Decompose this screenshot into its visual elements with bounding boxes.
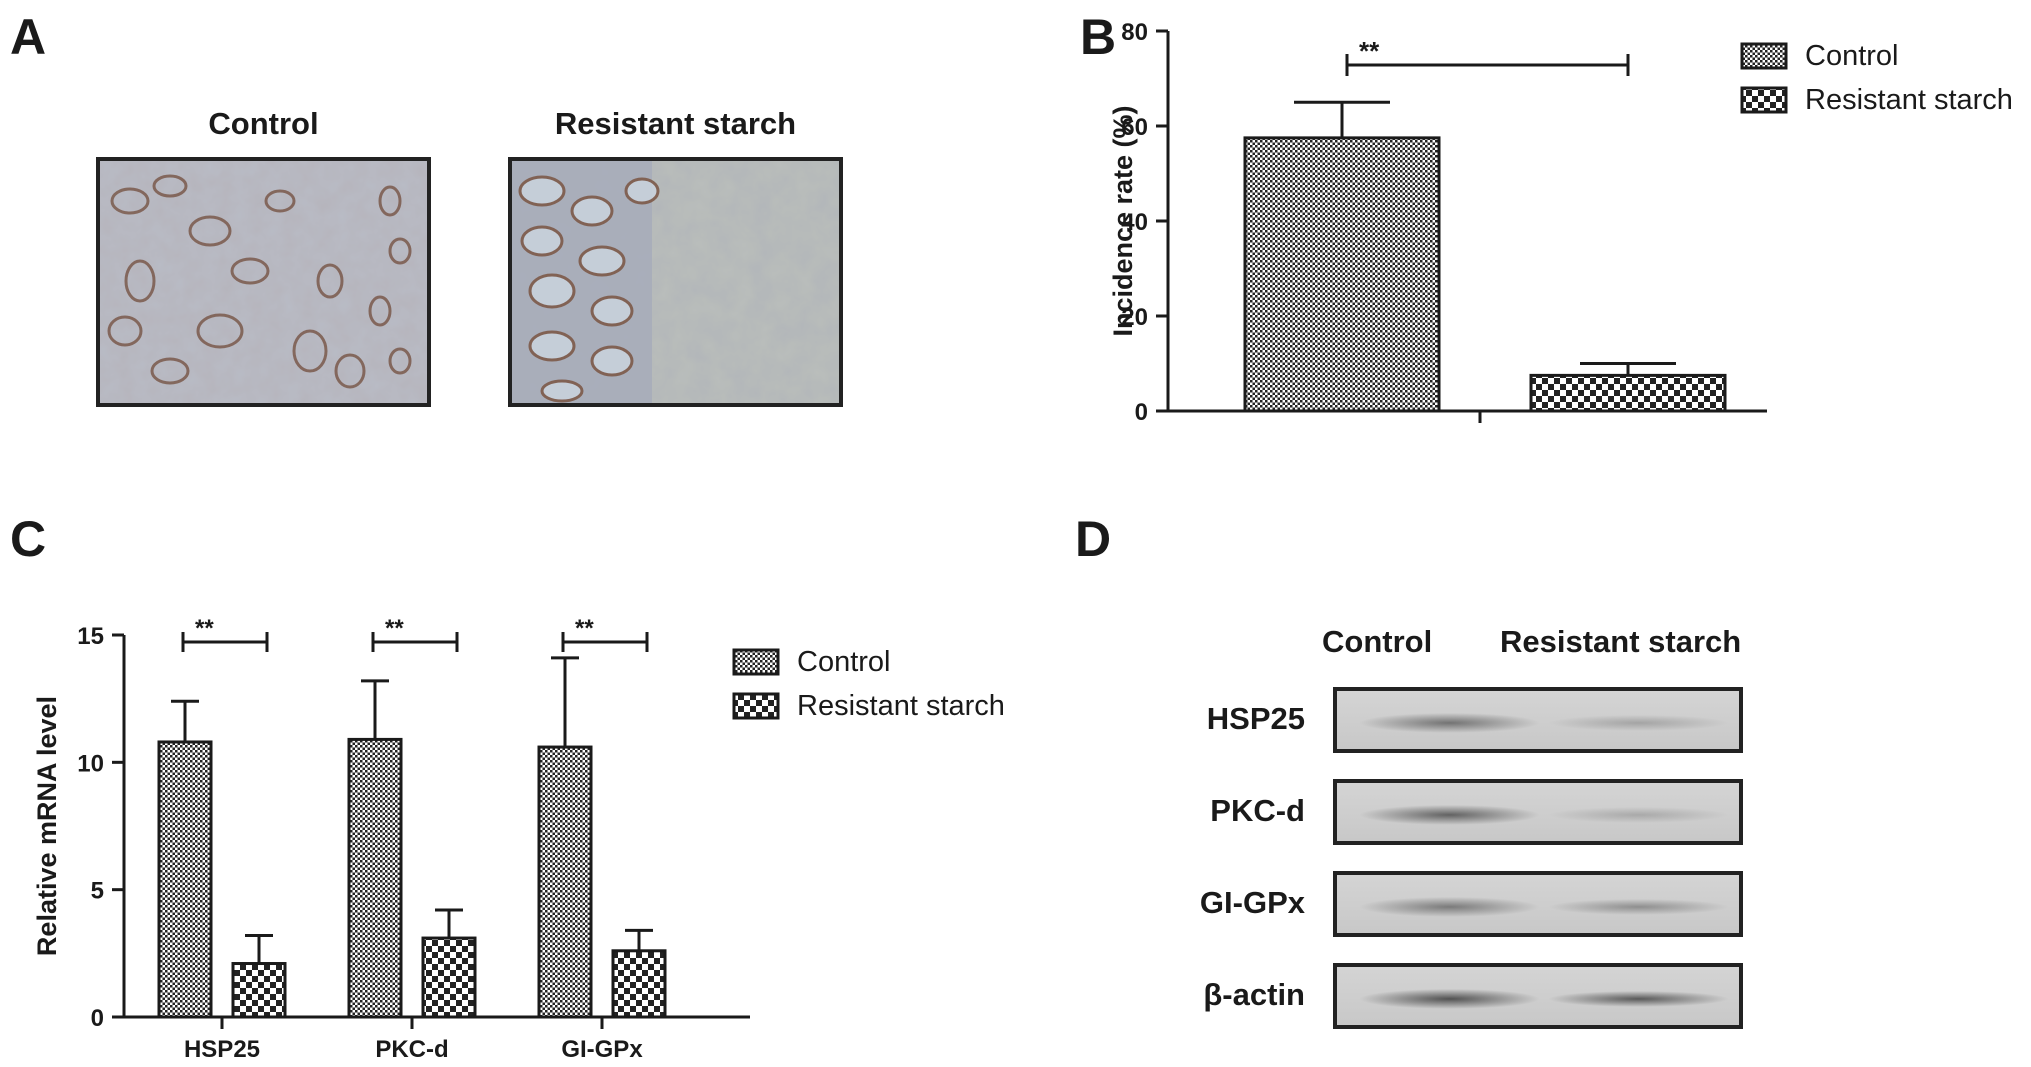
blot-band-1 xyxy=(1333,779,1743,845)
panel-letter-d: D xyxy=(1075,511,1112,567)
blot-row-label: GI-GPx xyxy=(1199,885,1305,920)
legend-swatch-1 xyxy=(1740,86,1788,114)
incidence-rate-chart: 0 20 40 60 80 Incidence rate (%) ** Control Resi… xyxy=(1108,19,2013,426)
blot-row-label: HSP25 xyxy=(1206,701,1305,736)
y-axis-label: Relative mRNA level xyxy=(32,696,62,956)
blot-row-label: β-actin xyxy=(1203,977,1305,1012)
micrograph-title-control: Control xyxy=(208,106,319,141)
blot-column-control: Control xyxy=(1322,624,1433,659)
micrograph-control xyxy=(96,157,431,407)
legend-label-1: Resistant starch xyxy=(1805,84,2013,116)
blot-band-2 xyxy=(1333,871,1743,937)
y-tick-label-2: 10 xyxy=(77,750,104,777)
y-tick-label-3: 60 xyxy=(1121,114,1148,141)
bar-hsp25-control xyxy=(157,740,213,1019)
blot-column-resistant-starch: Resistant starch xyxy=(1500,624,1742,659)
x-tick-label-2: GI-GPx xyxy=(561,1036,643,1063)
blot-band-0 xyxy=(1333,687,1743,753)
micrograph-resistant-starch xyxy=(508,157,843,407)
legend-label-0: Control xyxy=(797,646,891,678)
y-tick-label-2: 40 xyxy=(1121,209,1148,236)
significance-label: ** xyxy=(1359,36,1380,66)
x-tick-label-0: HSP25 xyxy=(184,1036,260,1063)
y-tick-label-4: 80 xyxy=(1121,19,1148,46)
bar-gi-gpx-control xyxy=(537,745,593,1019)
bar-pkc-d-resistant-starch xyxy=(421,936,477,1019)
bar-resistant-starch xyxy=(1529,373,1727,413)
y-axis-label: Incidence rate (%) xyxy=(1108,105,1138,336)
significance-label-2: ** xyxy=(575,615,594,642)
legend-swatch-1 xyxy=(732,692,780,720)
panel-letter-b: B xyxy=(1080,9,1117,65)
blot-row-label: PKC-d xyxy=(1210,793,1305,828)
significance-label-1: ** xyxy=(385,615,404,642)
panel-letter-a: A xyxy=(10,9,47,65)
y-tick-label-3: 15 xyxy=(77,623,104,650)
legend-swatch-0 xyxy=(732,648,780,676)
y-tick-label-0: 0 xyxy=(1135,399,1148,426)
y-tick-label-1: 5 xyxy=(91,878,104,905)
bar-hsp25-resistant-starch xyxy=(231,962,287,1019)
bar-pkc-d-control xyxy=(347,737,403,1019)
significance-label-0: ** xyxy=(195,615,214,642)
blot-band-3 xyxy=(1333,963,1743,1029)
bar-control xyxy=(1243,136,1441,413)
bar-gi-gpx-resistant-starch xyxy=(611,949,667,1019)
legend-swatch-0 xyxy=(1740,42,1788,70)
x-tick-label-1: PKC-d xyxy=(375,1036,448,1063)
legend-label-0: Control xyxy=(1805,40,1899,72)
mrna-level-chart: 0 5 10 15 Relative mRNA level HSP25 ** PKC-d ** G… xyxy=(32,615,1005,1063)
micrograph-title-resistant-starch: Resistant starch xyxy=(554,106,797,141)
legend-label-1: Resistant starch xyxy=(797,690,1005,722)
y-tick-label-0: 0 xyxy=(91,1005,104,1032)
panel-letter-c: C xyxy=(10,511,47,567)
y-tick-label-1: 20 xyxy=(1121,304,1148,331)
